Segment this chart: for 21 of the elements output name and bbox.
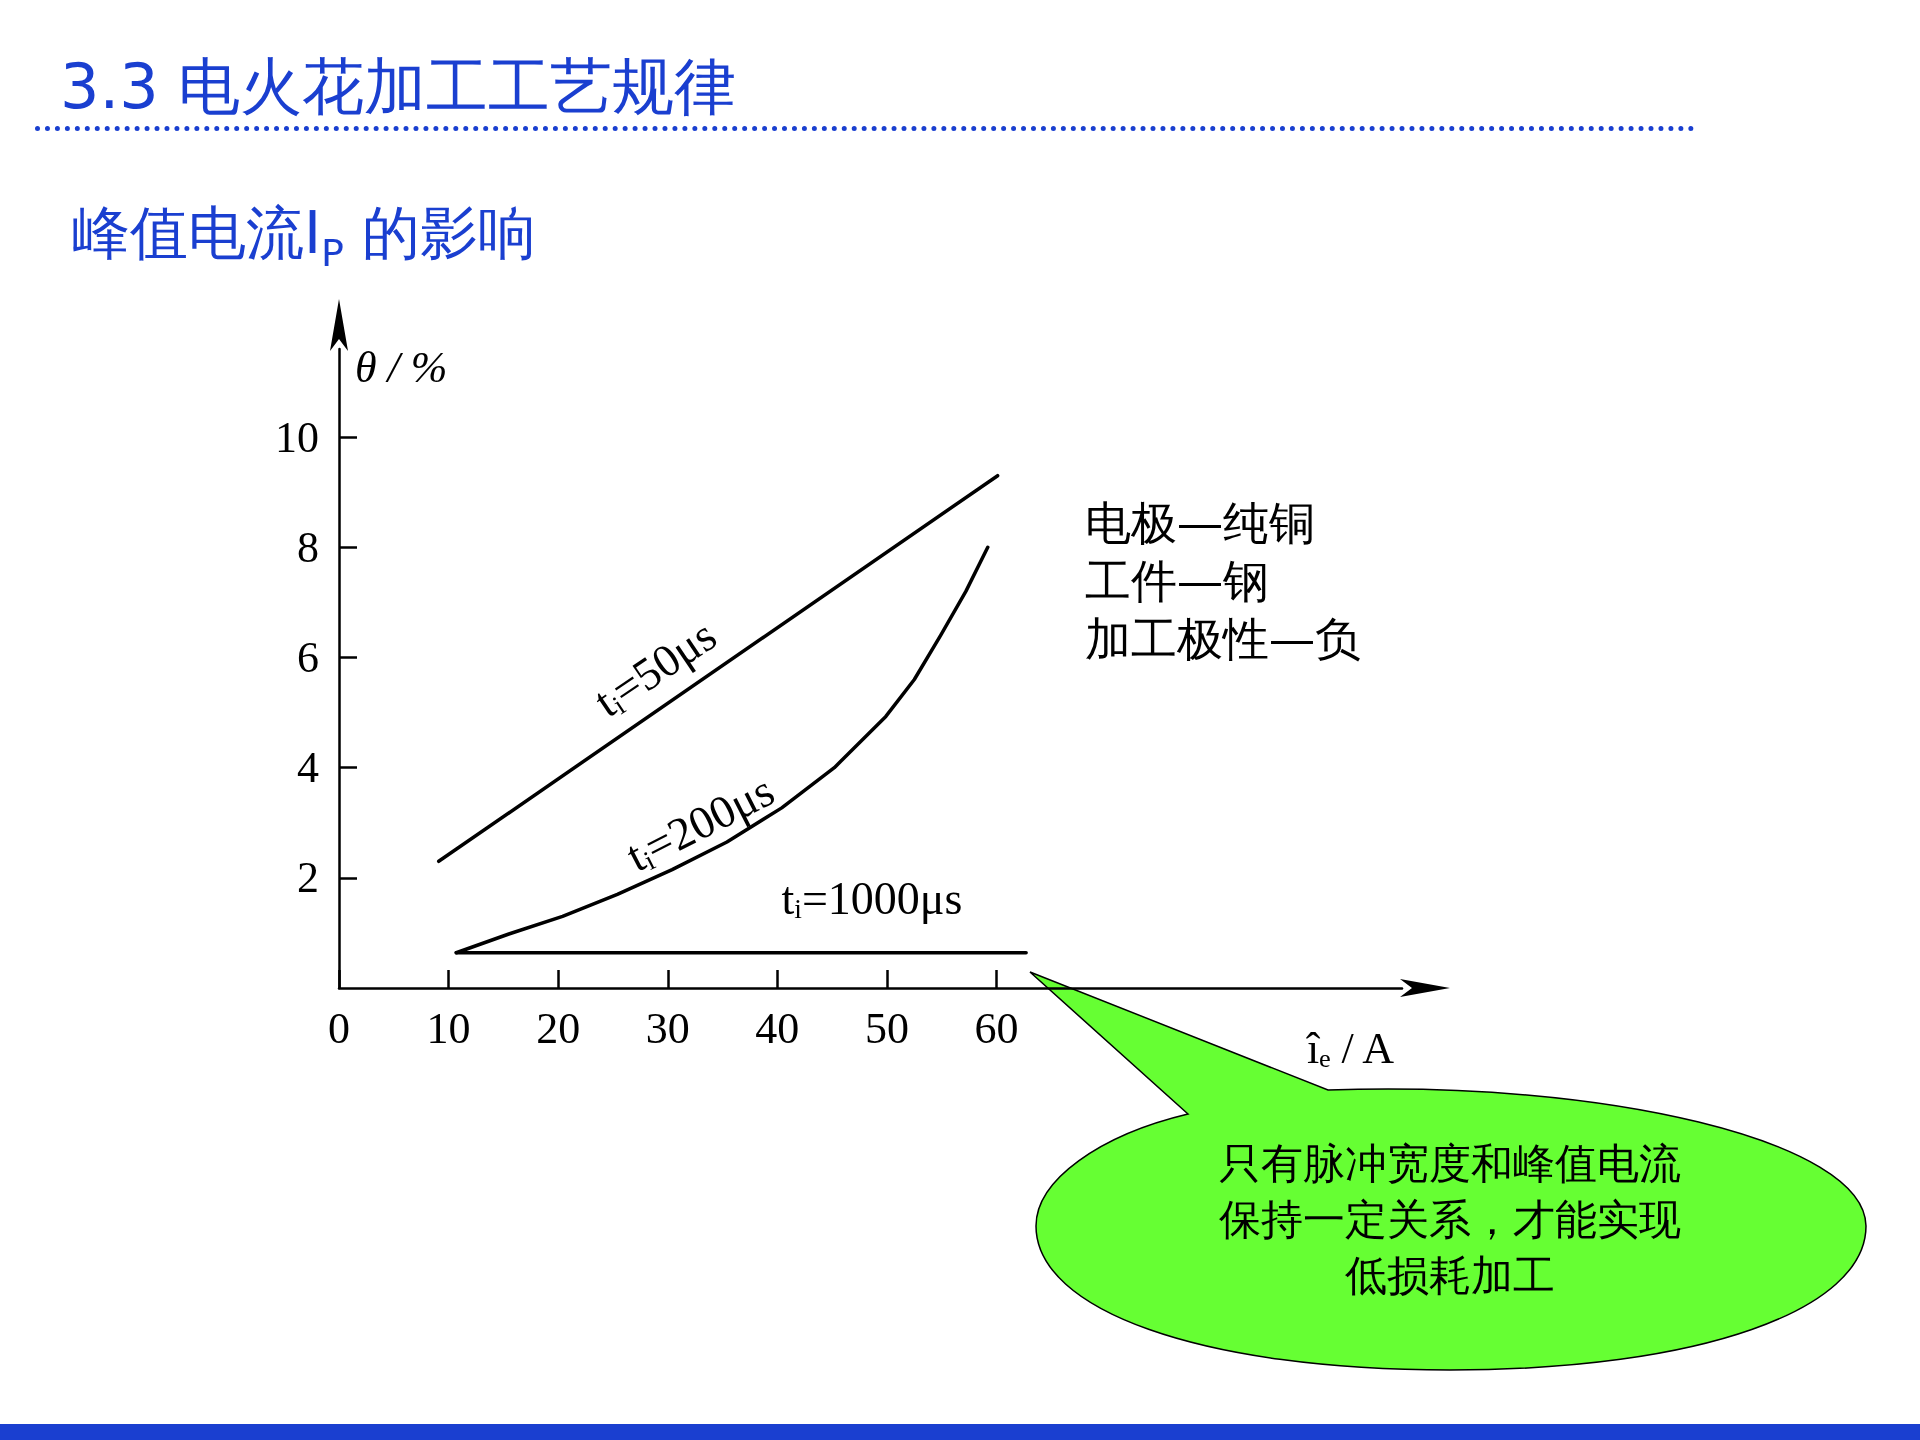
x-tick-label: 30 [645, 1003, 690, 1053]
annotation: tᵢ=1000μs [781, 872, 963, 924]
y-tick-label: 2 [297, 853, 319, 903]
text: 只有脉冲宽度和峰值电流保持一定关系，才能实现低损耗加工 [1219, 1138, 1681, 1300]
y-tick-label: 6 [297, 632, 319, 682]
annotation: 加工极性—负 [1085, 612, 1361, 666]
x-tick-label: 40 [755, 1003, 800, 1053]
x-tick-label: 50 [864, 1003, 909, 1053]
x-tick-label: 60 [974, 1003, 1019, 1053]
y-tick-label: 8 [297, 522, 319, 572]
x-tick-label: 0 [328, 1003, 350, 1053]
annotation: 电极—纯铜 [1085, 496, 1315, 550]
y-axis-title: θ / % [355, 342, 448, 392]
x-tick-label: 20 [536, 1003, 581, 1053]
chart-subtitle: 峰值电流I$_{P}$ 的影响 [72, 198, 537, 275]
x-axis-title: îₑ / A [1306, 1023, 1395, 1073]
annotation: 工件—钢 [1085, 554, 1269, 608]
y-tick-label: 10 [275, 412, 319, 462]
y-tick-label: 4 [297, 743, 319, 793]
x-tick-label: 10 [426, 1003, 471, 1053]
chart-title: 3.3 电火花加工工艺规律 [60, 49, 737, 125]
